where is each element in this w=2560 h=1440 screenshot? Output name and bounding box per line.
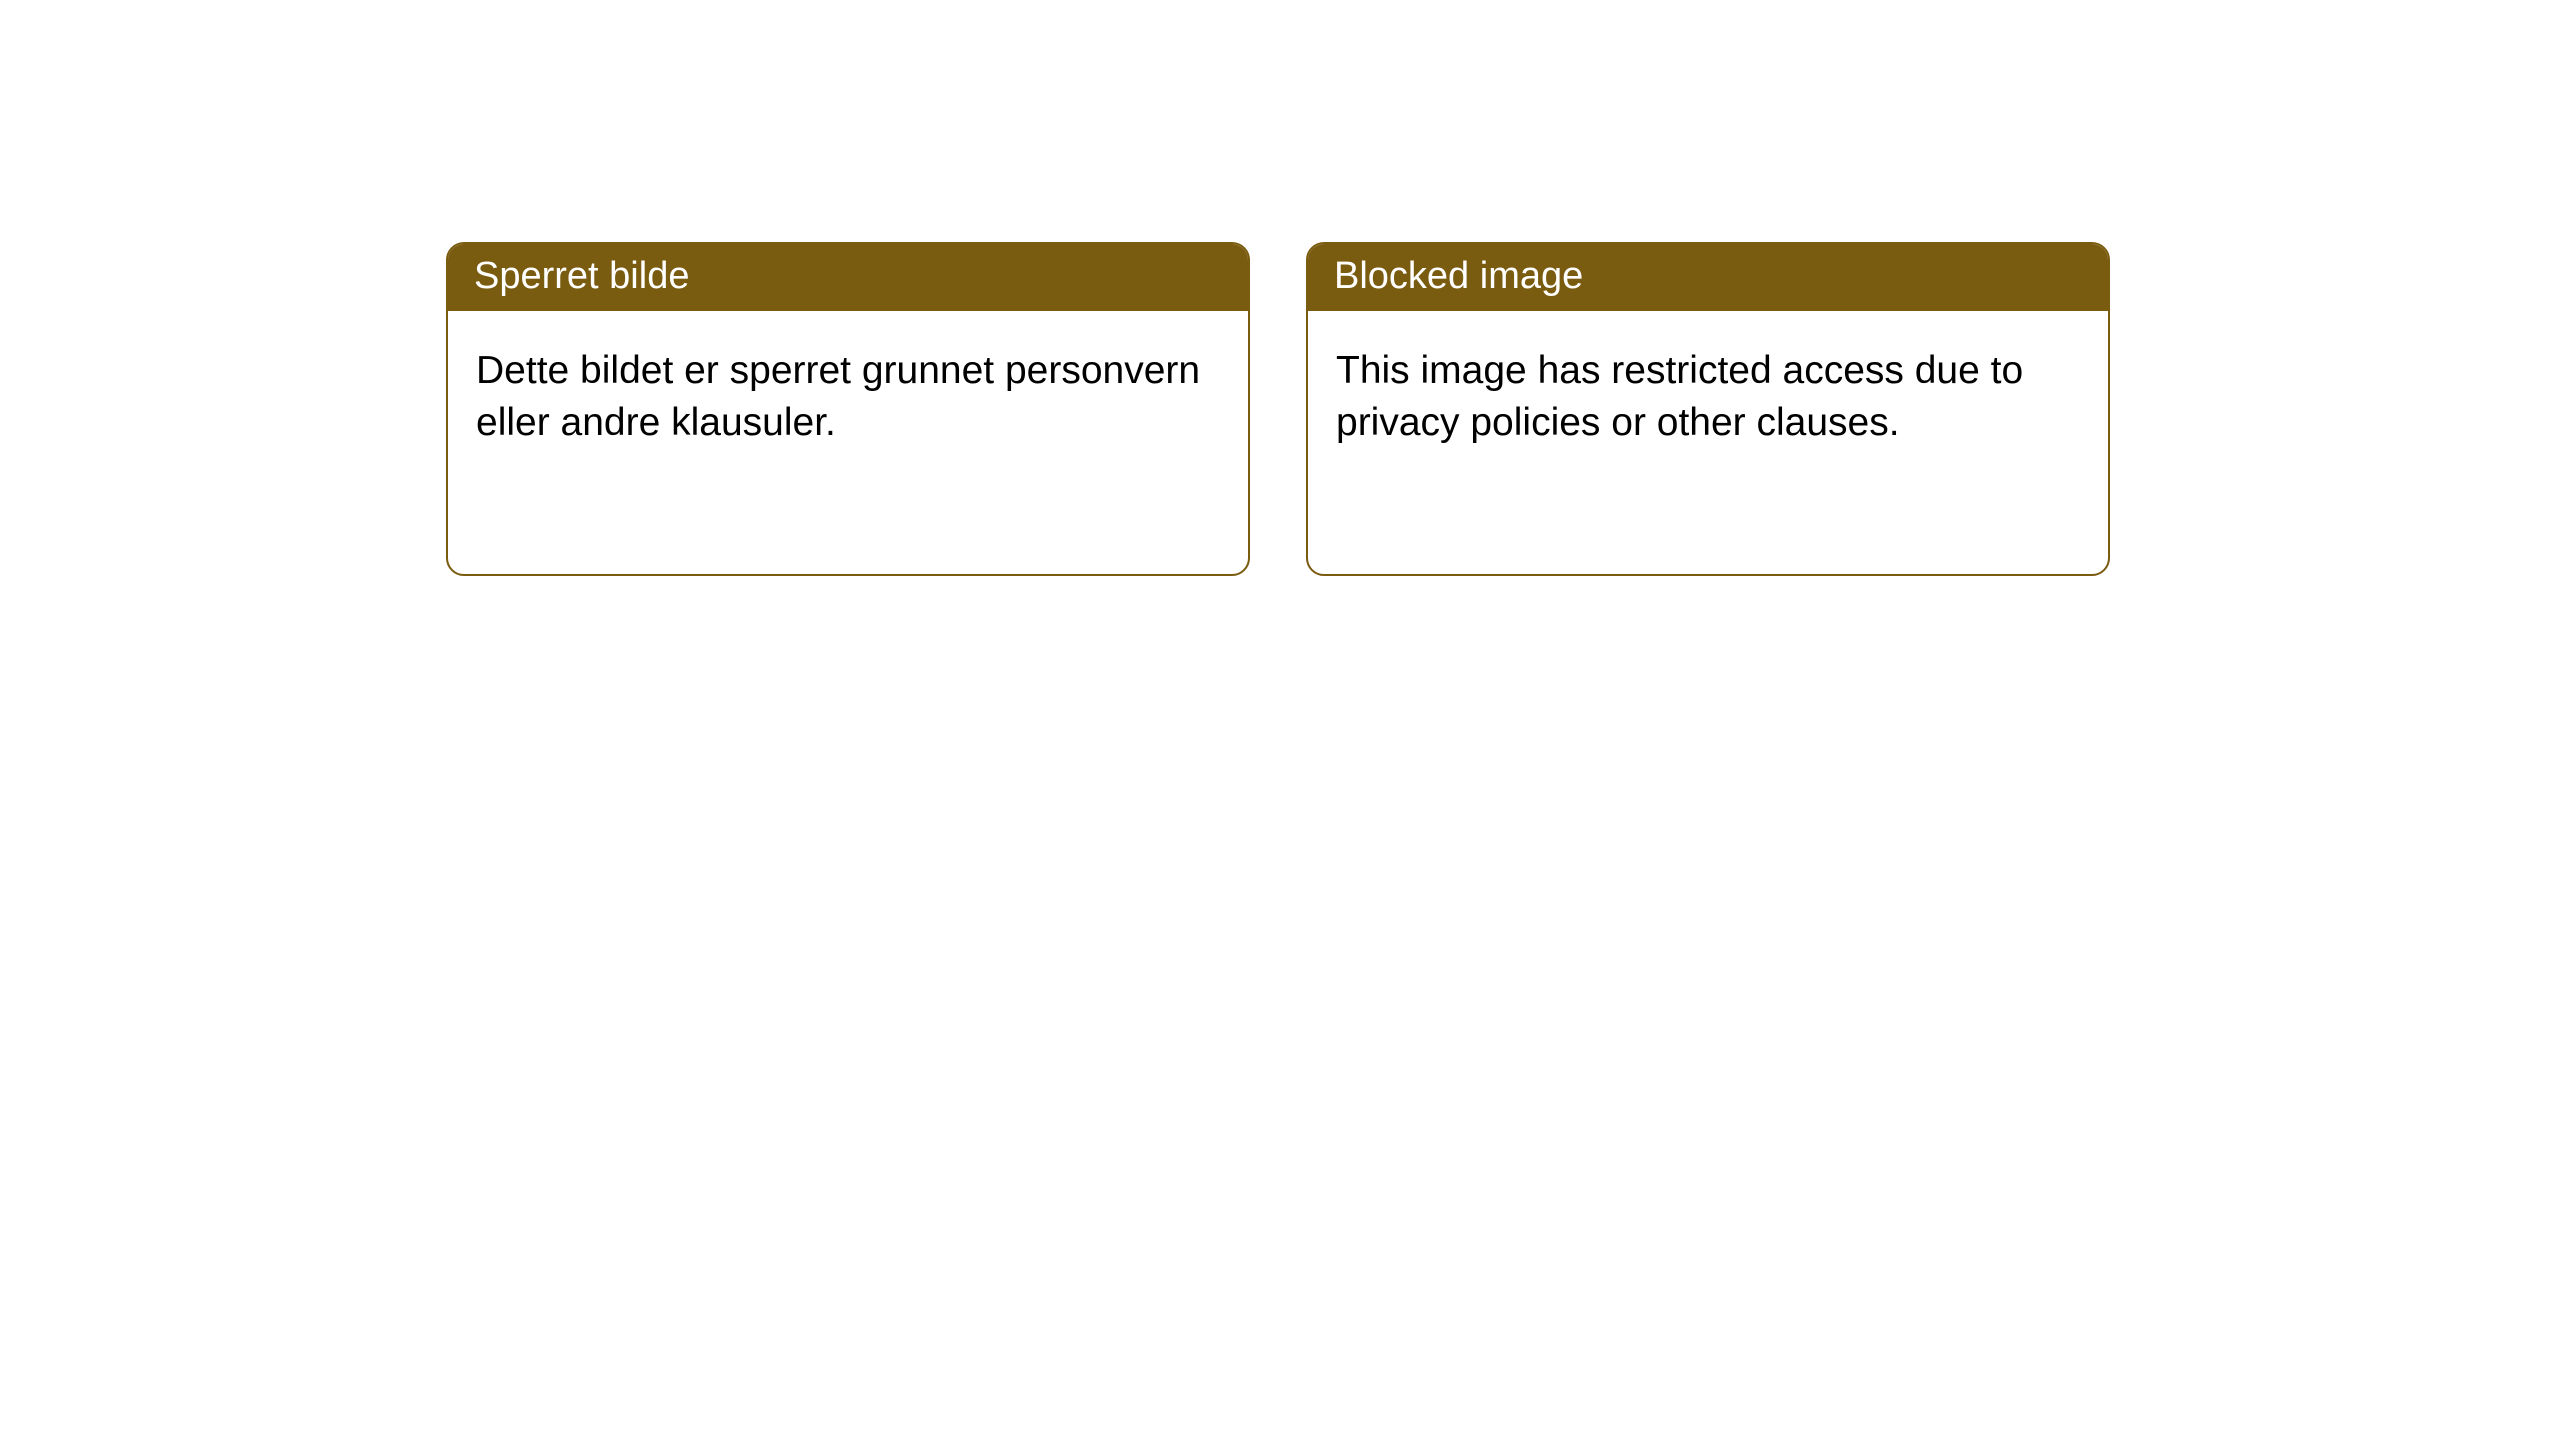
notice-body-nor: Dette bildet er sperret grunnet personve… <box>448 311 1248 476</box>
notice-body-eng: This image has restricted access due to … <box>1308 311 2108 476</box>
notice-container: Sperret bilde Dette bildet er sperret gr… <box>0 0 2560 576</box>
notice-text-eng: This image has restricted access due to … <box>1336 349 2023 443</box>
notice-header-nor: Sperret bilde <box>448 244 1248 311</box>
notice-header-eng: Blocked image <box>1308 244 2108 311</box>
notice-card-eng: Blocked image This image has restricted … <box>1306 242 2110 576</box>
notice-title-eng: Blocked image <box>1334 255 1583 297</box>
notice-title-nor: Sperret bilde <box>474 255 689 297</box>
notice-text-nor: Dette bildet er sperret grunnet personve… <box>476 349 1200 443</box>
notice-card-nor: Sperret bilde Dette bildet er sperret gr… <box>446 242 1250 576</box>
